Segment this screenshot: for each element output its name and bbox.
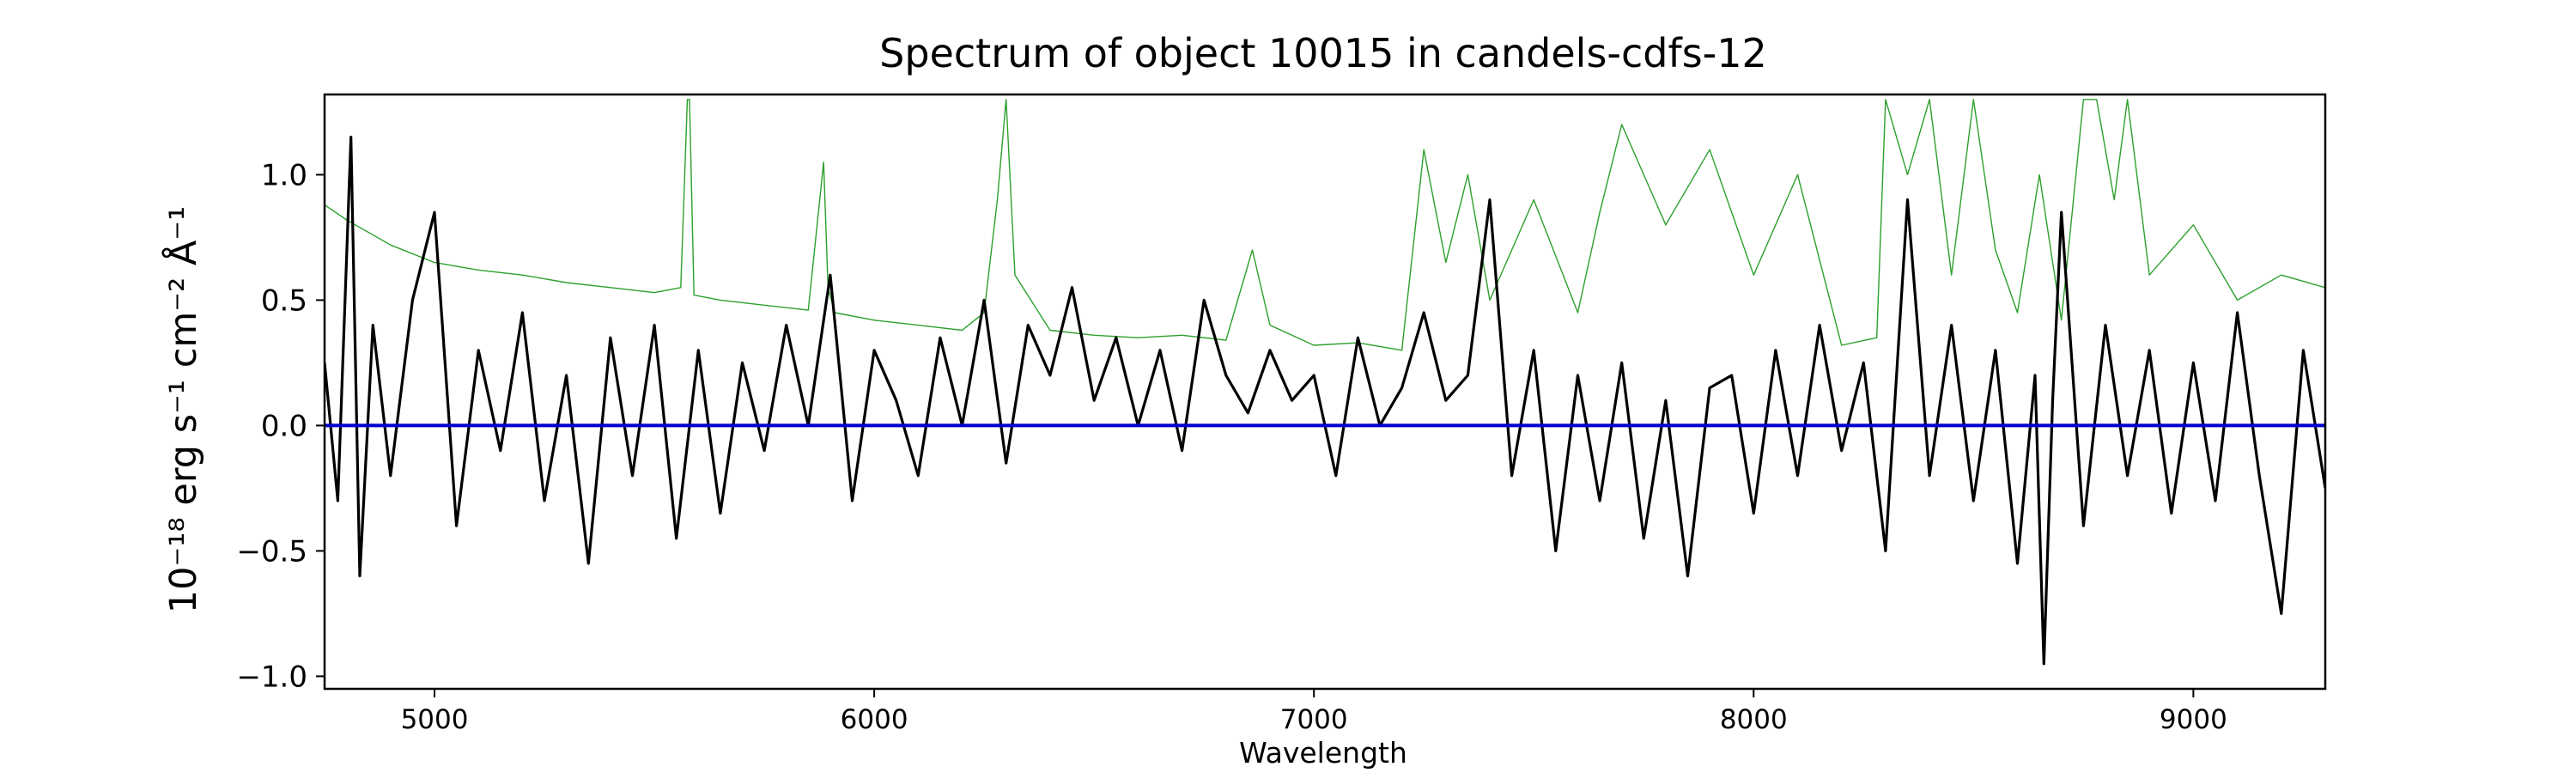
y-tick-label: −0.5 <box>236 534 307 569</box>
x-tick-label: 5000 <box>401 704 469 735</box>
x-tick-label: 8000 <box>1720 704 1788 735</box>
x-axis-label: Wavelength <box>1239 736 1407 770</box>
y-axis-label: 10⁻¹⁸ erg s⁻¹ cm⁻² Å⁻¹ <box>161 206 205 613</box>
x-tick-label: 9000 <box>2160 704 2227 735</box>
y-tick-label: 1.0 <box>261 158 307 192</box>
series-line-2 <box>325 136 2325 666</box>
x-tick-label: 7000 <box>1280 704 1348 735</box>
chart-title: Spectrum of object 10015 in candels-cdfs… <box>879 30 1767 76</box>
series-line-1 <box>325 99 2325 351</box>
y-tick-label: 0.5 <box>261 283 307 318</box>
x-tick-label: 6000 <box>841 704 908 735</box>
axes-frame <box>323 93 2327 691</box>
y-tick-label: 0.0 <box>261 409 307 443</box>
plot-area: 5000 6000 7000 8000 9000 −1.0 −0.5 0.0 0.5 1.0 <box>236 93 2327 735</box>
y-tick-label: −1.0 <box>236 660 307 694</box>
